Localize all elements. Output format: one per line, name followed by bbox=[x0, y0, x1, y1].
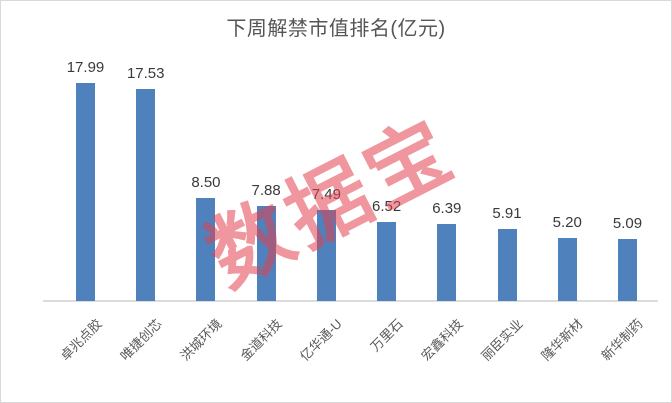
bar-value-label: 17.99 bbox=[66, 59, 105, 77]
bar-value-label: 5.20 bbox=[552, 214, 582, 232]
bar bbox=[617, 239, 637, 301]
bar bbox=[316, 210, 336, 301]
bar bbox=[437, 223, 457, 301]
bar-value-label: 5.91 bbox=[492, 205, 522, 223]
bar bbox=[377, 222, 397, 301]
bar-value-label: 6.52 bbox=[371, 198, 402, 216]
bar bbox=[196, 198, 216, 301]
bar-value-label: 7.88 bbox=[251, 181, 281, 199]
bar-value-label: 5.09 bbox=[612, 215, 643, 233]
bar bbox=[136, 88, 156, 301]
bar-value-label: 7.49 bbox=[311, 186, 341, 204]
bar bbox=[76, 83, 95, 301]
bar bbox=[497, 229, 517, 301]
chart-title: 下周解禁市值排名(亿元) bbox=[226, 18, 446, 40]
bar bbox=[256, 205, 276, 301]
bar-value-label: 17.53 bbox=[126, 64, 165, 82]
x-axis-line bbox=[43, 300, 658, 302]
bar-value-label: 6.39 bbox=[432, 199, 462, 217]
bar-value-label: 8.50 bbox=[191, 174, 221, 192]
bar bbox=[557, 238, 577, 301]
